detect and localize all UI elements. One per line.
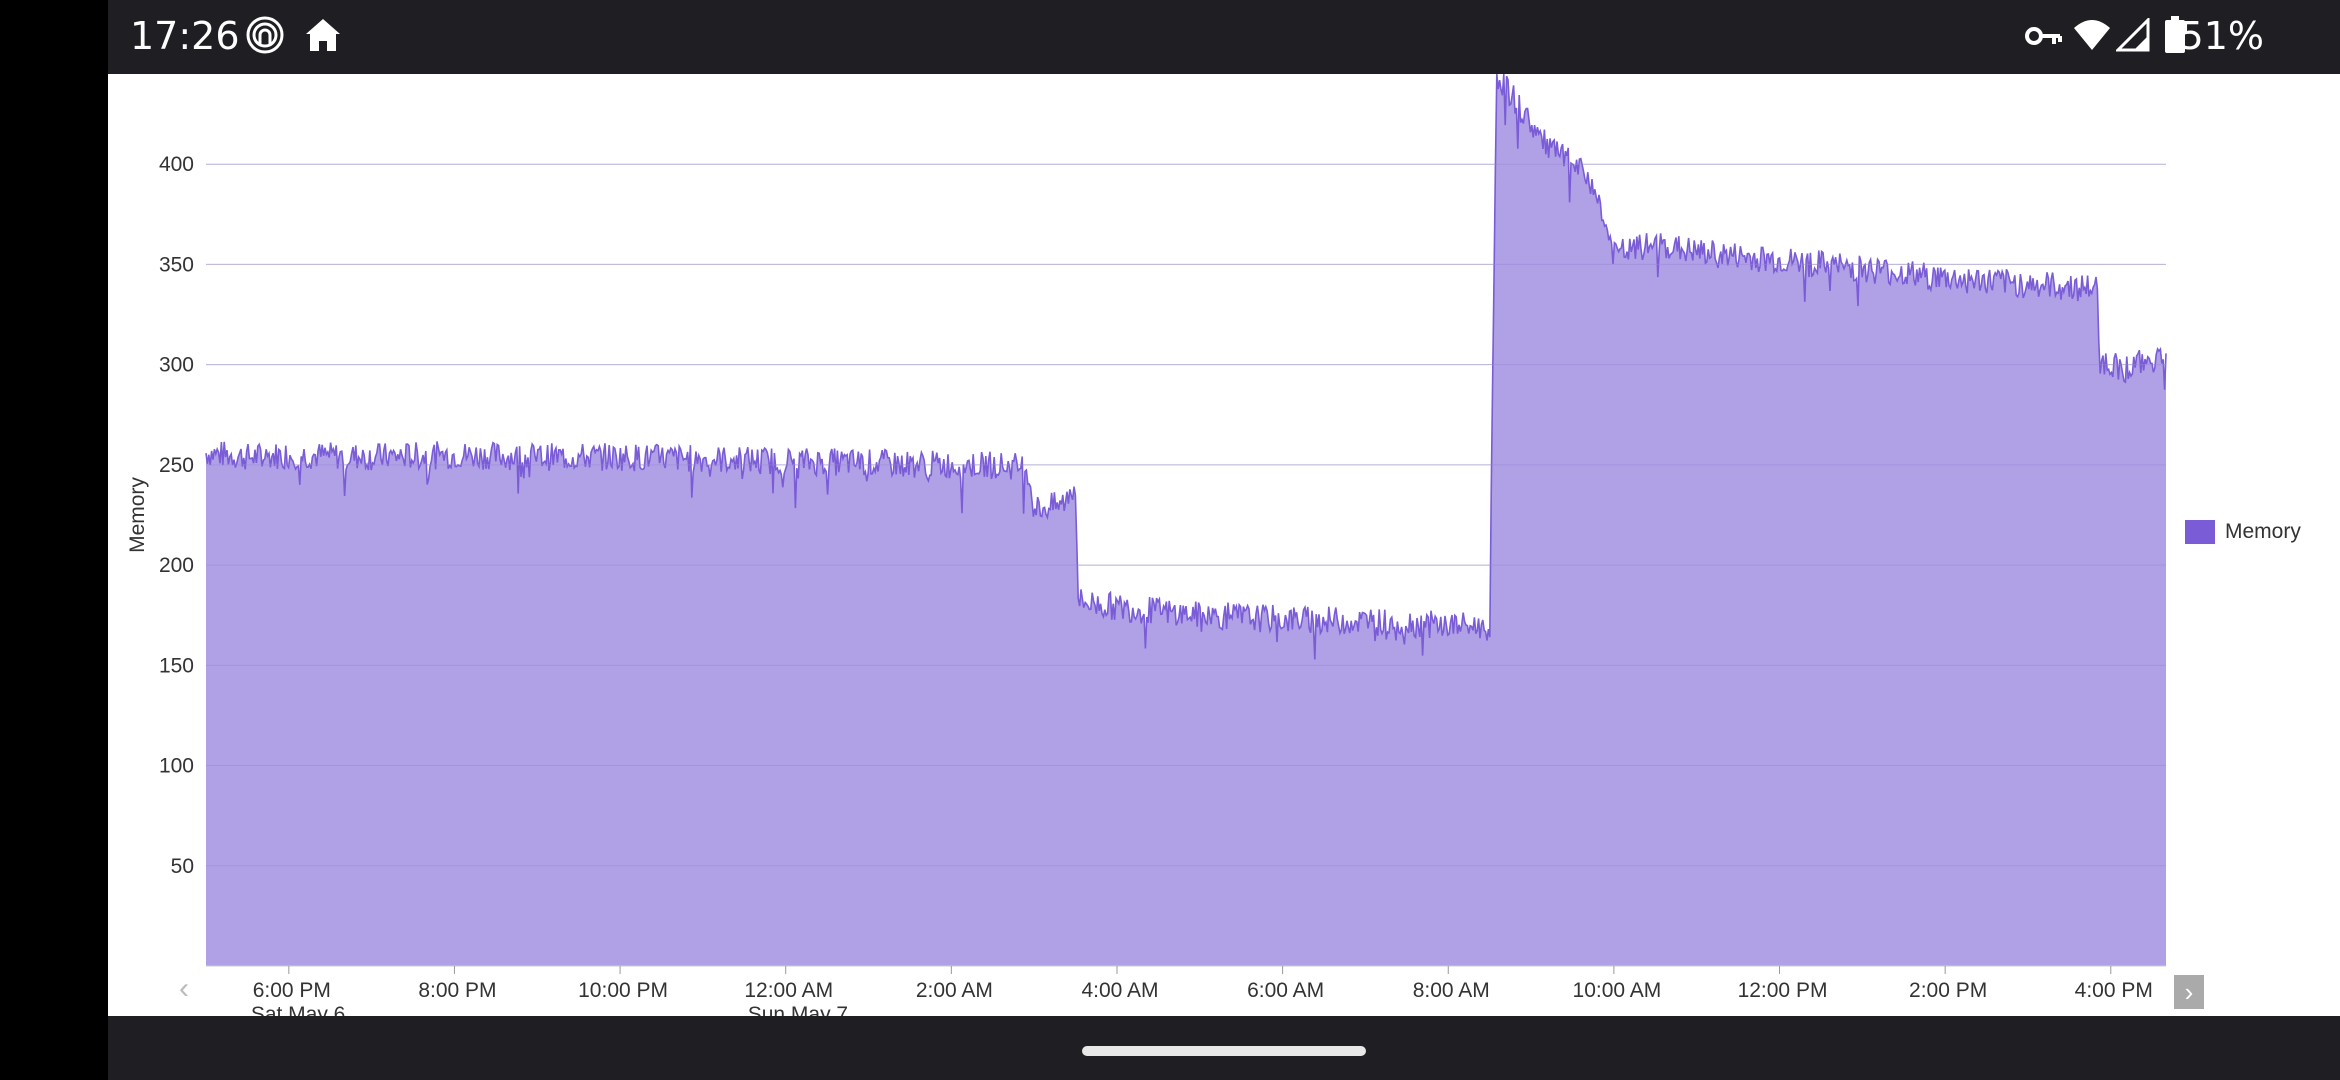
x-tick-label: 10:00 AM [1573, 979, 1662, 1002]
wifi-icon [2072, 18, 2112, 57]
x-tick-label: 4:00 PM [2075, 979, 2153, 1002]
x-tick-label: 6:00 AM [1247, 979, 1324, 1002]
x-tick-label: 4:00 AM [1081, 979, 1158, 1002]
x-tick-label: 12:00 AM [744, 979, 833, 1002]
scroll-left-button[interactable]: ‹ [179, 972, 189, 1005]
x-tick-sublabel: Sat May 6 [251, 1003, 346, 1016]
fingerprint-icon [244, 14, 286, 61]
home-icon [302, 14, 344, 61]
home-gesture-pill[interactable] [1082, 1046, 1366, 1056]
vpn-key-icon [2024, 20, 2064, 57]
signal-icon [2114, 16, 2150, 57]
y-tick-label: 400 [159, 153, 194, 176]
legend-label: Memory [2225, 520, 2301, 543]
chart-panel: 50 100 150 200 250 300 350 400 6:00 PM Sat May 6 8… [108, 74, 2340, 1016]
y-tick-label: 50 [171, 855, 194, 878]
y-tick-label: 200 [159, 554, 194, 577]
y-tick-label: 300 [159, 354, 194, 377]
y-tick-label: 350 [159, 253, 194, 276]
y-tick-label: 150 [159, 654, 194, 677]
y-tick-label: 100 [159, 755, 194, 778]
y-axis-title: Memory [126, 477, 149, 553]
battery-icon [2164, 16, 2186, 59]
scroll-right-button[interactable]: › [2174, 975, 2204, 1009]
battery-percent: 51% [2179, 14, 2264, 58]
y-tick-label: 250 [159, 454, 194, 477]
status-time: 17:26 [130, 14, 240, 58]
x-tick-label: 12:00 PM [1738, 979, 1828, 1002]
legend[interactable]: Memory [2185, 517, 2301, 547]
memory-line [205, 74, 2167, 660]
x-tick-label: 6:00 PM [253, 979, 331, 1002]
legend-swatch [2185, 520, 2215, 544]
status-bar: 17:26 51% [108, 0, 2340, 74]
memory-area [206, 74, 2166, 966]
x-tick-label: 10:00 PM [578, 979, 668, 1002]
x-tick-label: 2:00 AM [916, 979, 993, 1002]
x-tick-label: 8:00 AM [1413, 979, 1490, 1002]
x-tick-sublabel: Sun May 7 [748, 1003, 848, 1016]
navigation-bar [108, 1016, 2340, 1080]
x-tick-label: 8:00 PM [418, 979, 496, 1002]
x-tick-label: 2:00 PM [1909, 979, 1987, 1002]
